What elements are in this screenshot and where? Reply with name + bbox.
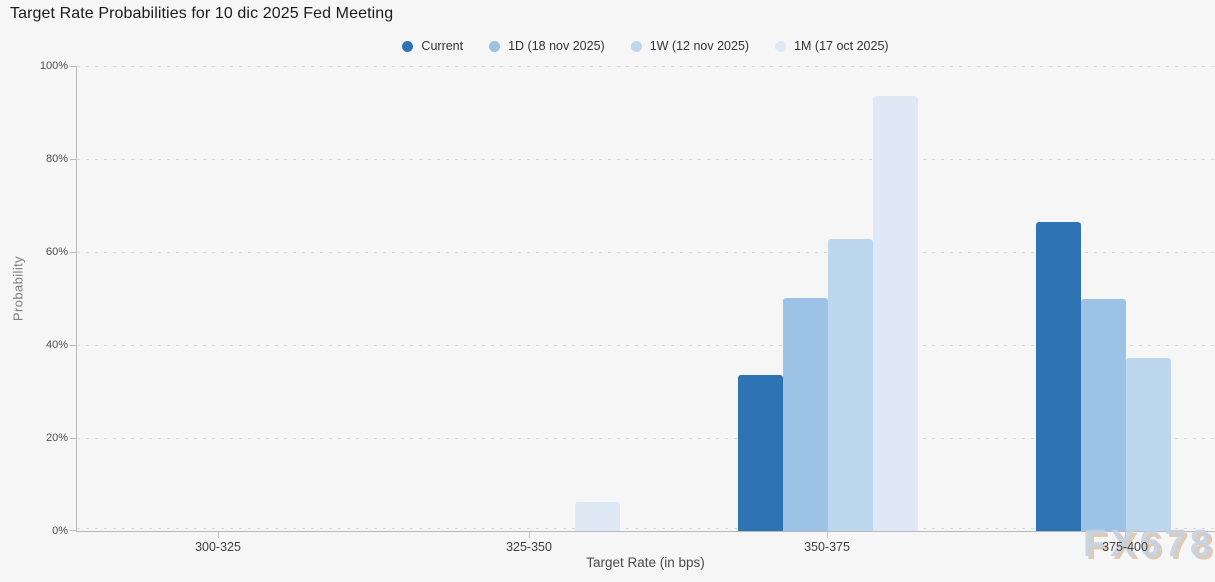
legend: Current 1D (18 nov 2025) 1W (12 nov 2025) 1… (76, 36, 1215, 56)
x-axis-title: Target Rate (in bps) (586, 555, 705, 570)
y-tick-0 (70, 530, 77, 531)
legend-dot-icon (402, 40, 414, 52)
x-tick-label-350-375: 350-375 (804, 540, 850, 554)
legend-item-1w-12-nov-2025[interactable]: 1W (12 nov 2025) (630, 39, 750, 53)
gridline-20 (77, 438, 1215, 439)
y-tick-40 (70, 345, 77, 346)
gridline-100 (77, 66, 1215, 67)
chart-title: Target Rate Probabilities for 10 dic 202… (10, 5, 394, 22)
bar-1d-18-nov-2025-350-375[interactable] (783, 298, 828, 531)
plot-area (70, 66, 1215, 532)
bar-1m-17-oct-2025-350-375[interactable] (873, 96, 918, 531)
legend-item-current[interactable]: Current (402, 39, 463, 53)
bar-1w-12-nov-2025-375-400[interactable] (1126, 358, 1171, 531)
bar-current-350-375[interactable] (738, 375, 783, 531)
gridline-0 (77, 528, 1215, 529)
x-tick-350-375 (827, 532, 828, 538)
legend-label: 1D (18 nov 2025) (508, 39, 605, 53)
x-tick-300-325 (218, 532, 219, 538)
legend-item-1m-17-oct-2025[interactable]: 1M (17 oct 2025) (775, 39, 889, 53)
legend-label: 1W (12 nov 2025) (649, 39, 750, 53)
y-tick-60 (70, 252, 77, 253)
y-tick-80 (70, 159, 77, 160)
x-tick-325-350 (529, 532, 530, 538)
gridline-60 (77, 252, 1215, 253)
bar-current-375-400[interactable] (1036, 222, 1081, 531)
bar-1d-18-nov-2025-375-400[interactable] (1081, 299, 1126, 531)
y-tick-label-60: 60% (45, 246, 68, 258)
x-tick-375-400 (1125, 532, 1126, 538)
legend-dot-icon (489, 40, 501, 52)
legend-label: Current (421, 39, 464, 53)
legend-label: 1M (17 oct 2025) (794, 39, 889, 53)
legend-item-1d-18-nov-2025[interactable]: 1D (18 nov 2025) (489, 39, 605, 53)
y-tick-100 (70, 66, 77, 67)
y-tick-label-20: 20% (45, 432, 68, 444)
legend-dot-icon (775, 40, 787, 52)
y-tick-20 (70, 438, 77, 439)
bar-1m-17-oct-2025-325-350[interactable] (575, 502, 620, 531)
gridline-80 (77, 159, 1215, 160)
gridline-40 (77, 345, 1215, 346)
bar-1w-12-nov-2025-350-375[interactable] (828, 239, 873, 531)
x-tick-label-325-350: 325-350 (506, 540, 552, 554)
legend-dot-icon (630, 40, 642, 52)
y-tick-label-40: 40% (45, 339, 68, 351)
y-tick-label-80: 80% (45, 153, 68, 165)
y-tick-label-100: 100% (39, 60, 68, 72)
x-tick-label-375-400: 375-400 (1102, 540, 1148, 554)
x-tick-label-300-325: 300-325 (195, 540, 241, 554)
y-tick-label-0: 0% (52, 525, 68, 537)
y-axis-title: Probability (10, 255, 26, 322)
